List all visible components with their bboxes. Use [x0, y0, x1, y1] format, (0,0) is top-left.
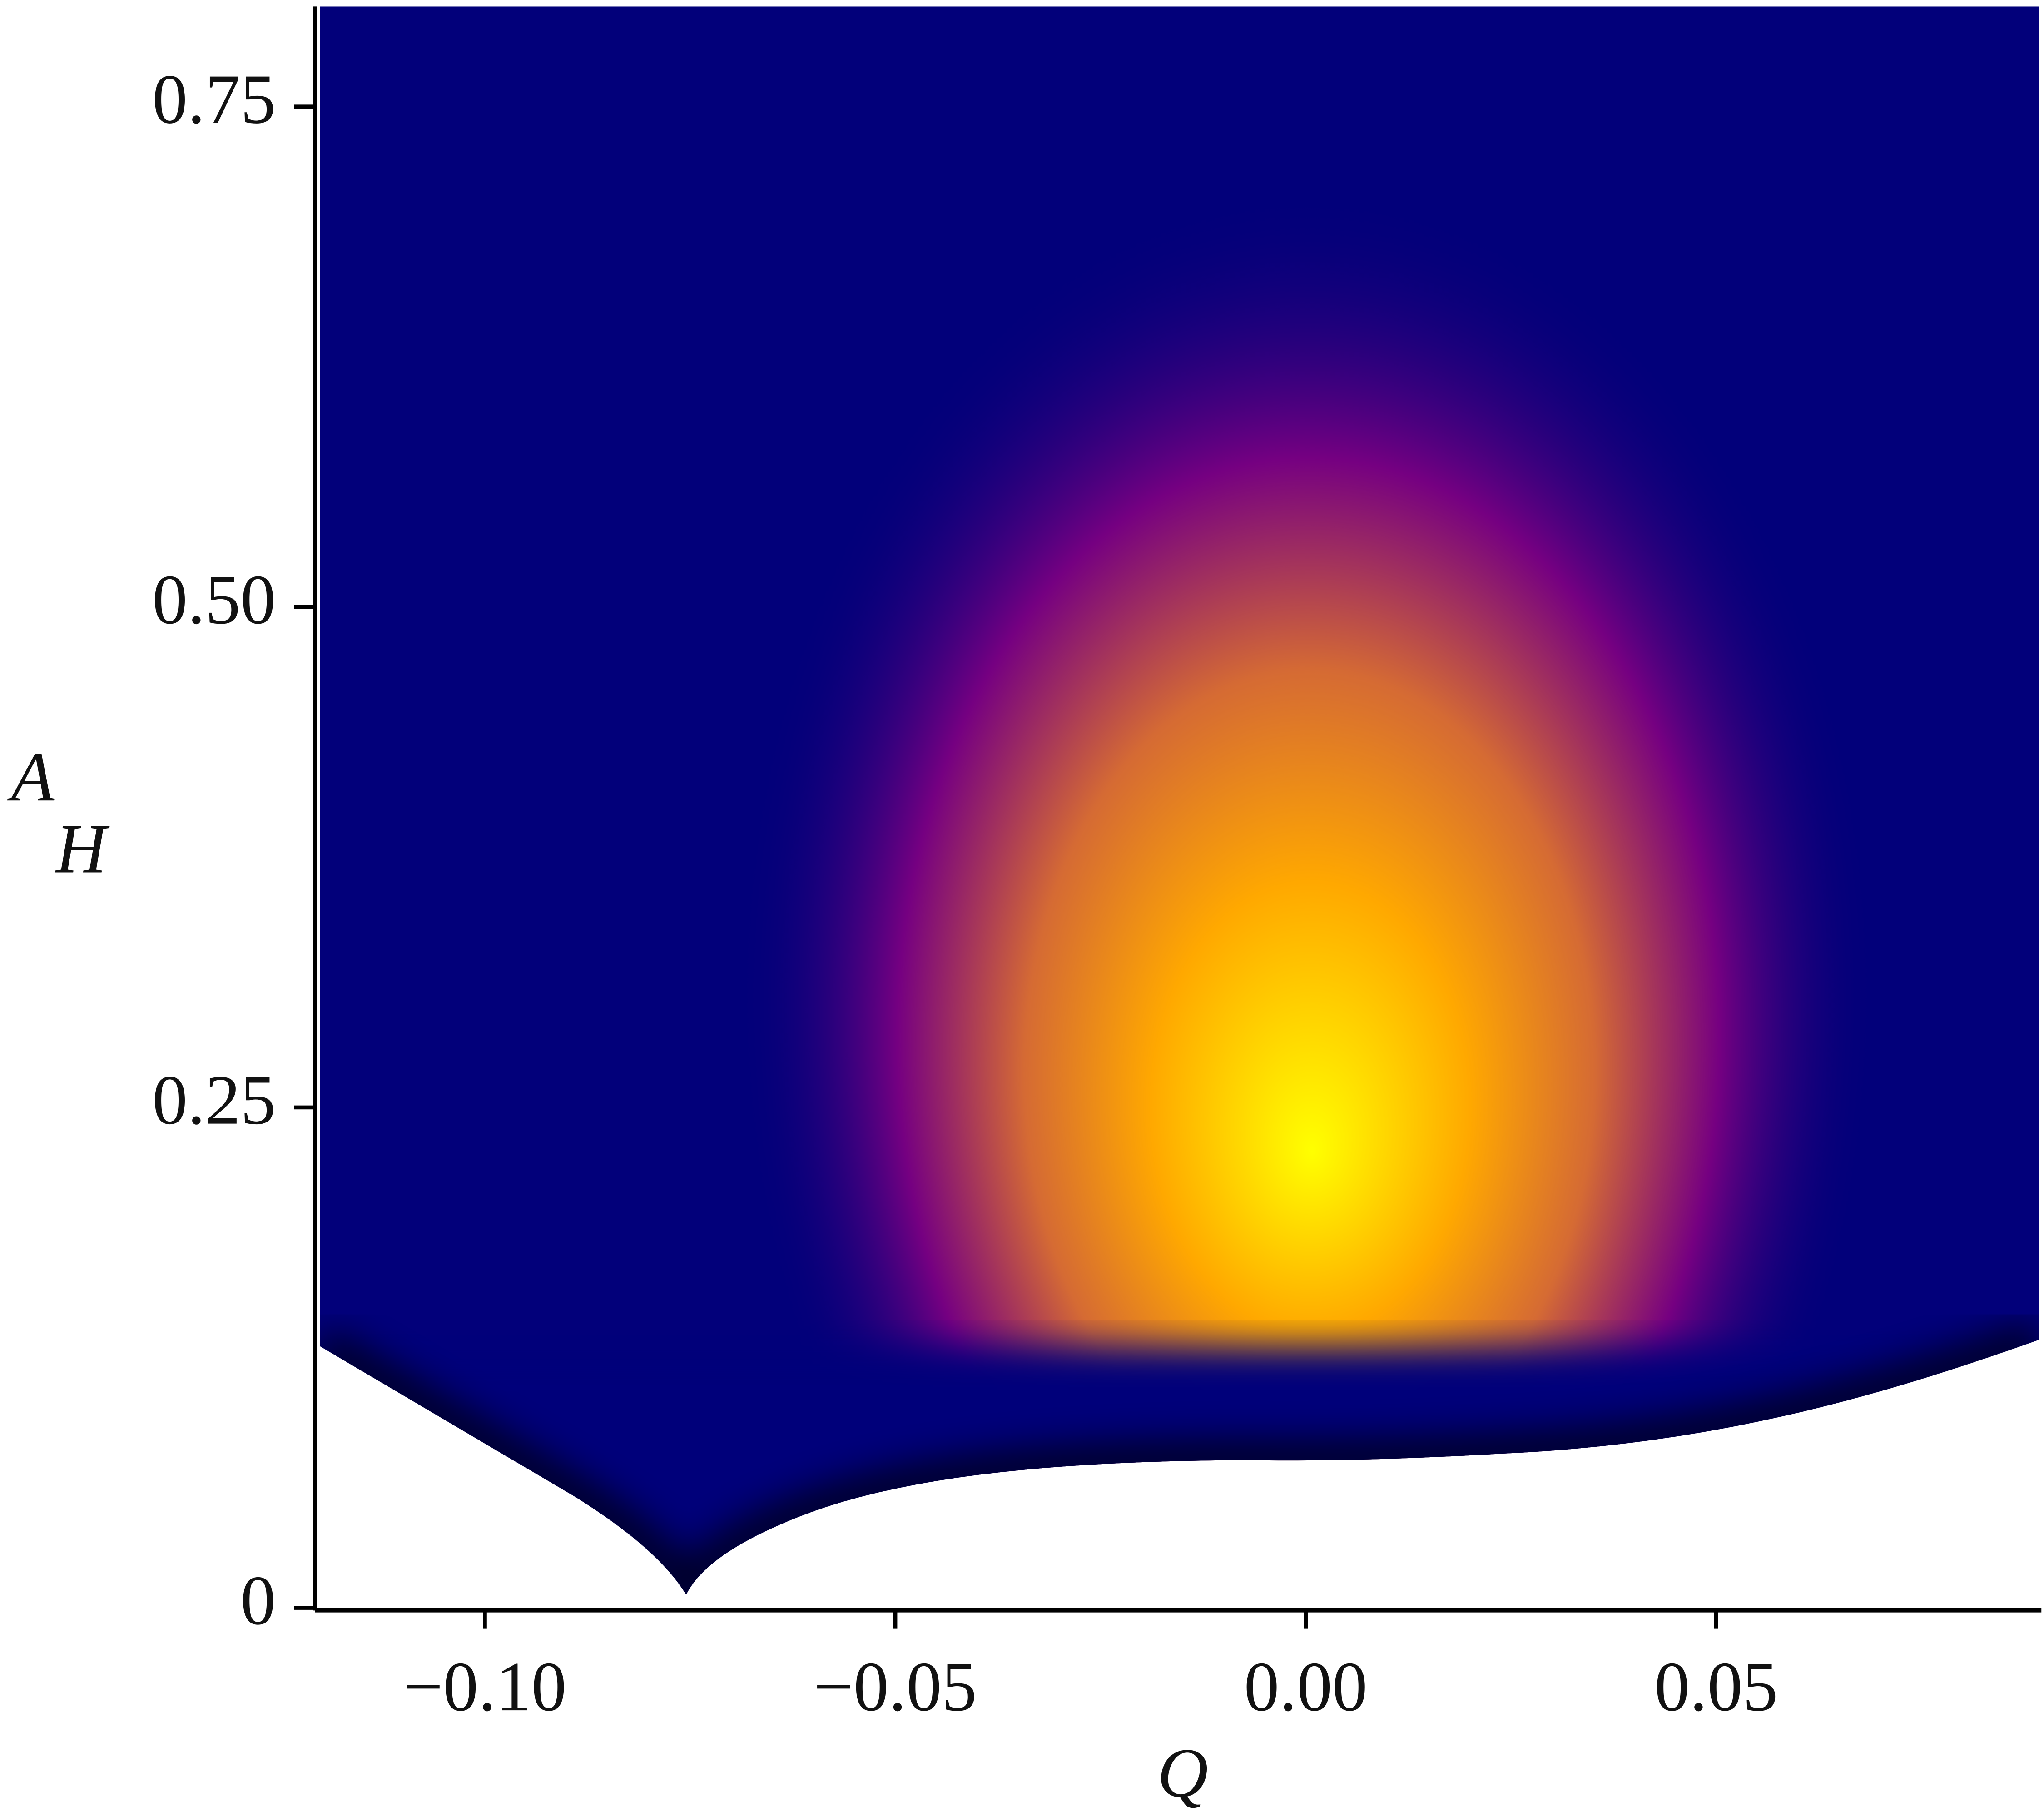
x-tick-label: −0.10: [403, 1648, 567, 1726]
y-axis-label: A: [7, 738, 55, 816]
x-tick-label: 0.00: [1244, 1648, 1368, 1726]
field-glow: [320, 6, 2039, 1595]
x-axis-label: Q: [1157, 1734, 1208, 1812]
y-tick-label: 0: [240, 1561, 276, 1639]
y-tick-label: 0.25: [152, 1061, 276, 1139]
y-axis-label-subscript: H: [55, 810, 110, 888]
x-tick-label: −0.05: [814, 1648, 977, 1726]
y-tick-label: 0.75: [152, 60, 276, 138]
y-tick-label: 0.50: [152, 561, 276, 639]
density-field: [320, 6, 2039, 1595]
x-tick-label: 0.05: [1654, 1648, 1778, 1726]
